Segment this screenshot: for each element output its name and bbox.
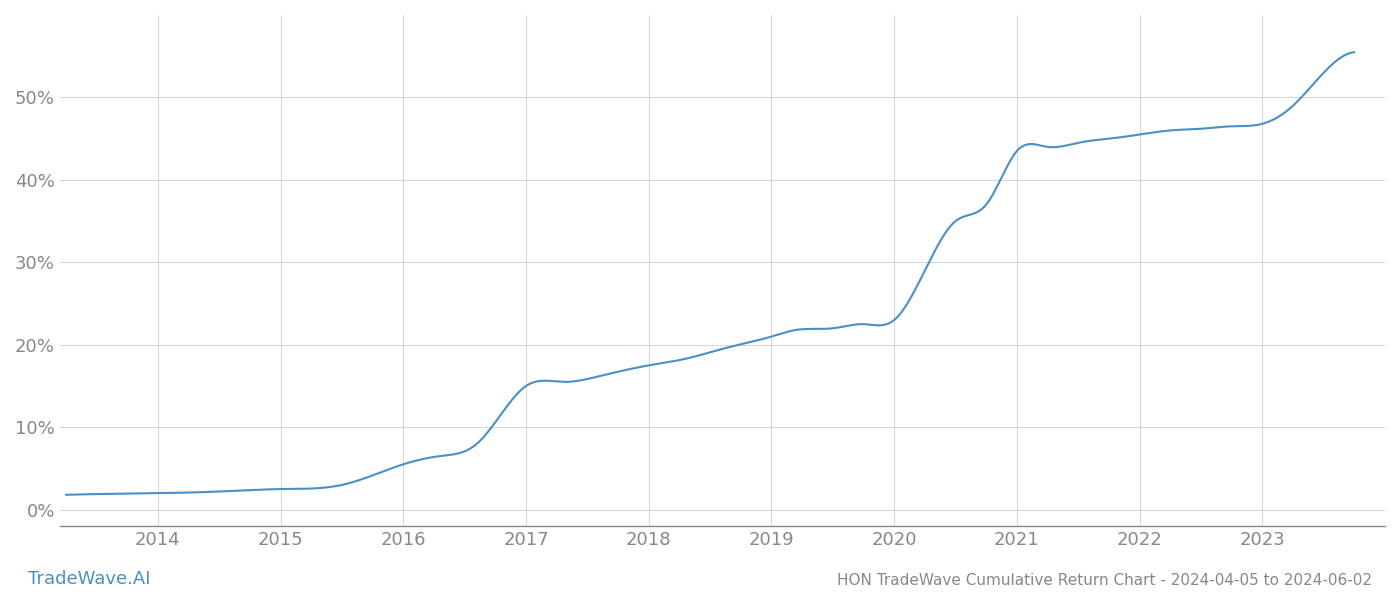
Text: HON TradeWave Cumulative Return Chart - 2024-04-05 to 2024-06-02: HON TradeWave Cumulative Return Chart - … bbox=[837, 573, 1372, 588]
Text: TradeWave.AI: TradeWave.AI bbox=[28, 570, 151, 588]
